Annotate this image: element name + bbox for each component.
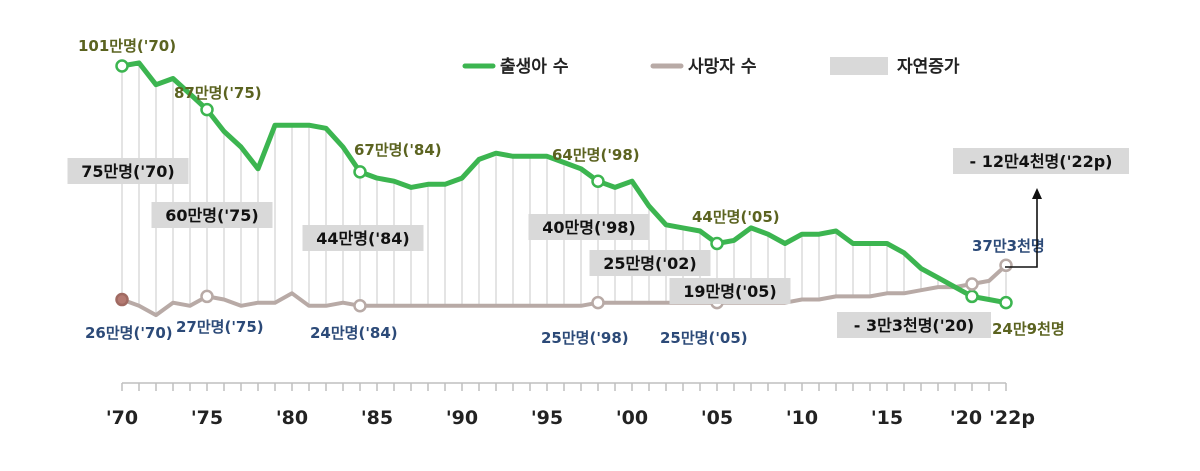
- x-axis: '70 '75 '80 '85 '90 '95 '00 '05 '10 '15 '20 '22p: [106, 382, 1035, 429]
- death-point: [999, 258, 1013, 273]
- x-tick-label: '90: [446, 407, 478, 429]
- death-point: [965, 277, 979, 291]
- x-tick-label: '00: [616, 407, 648, 429]
- birth-point: [353, 165, 367, 179]
- birth-point: [710, 236, 724, 251]
- natural-label-1984-box: [302, 225, 424, 251]
- x-tick-label: '80: [276, 407, 308, 429]
- death-line: [120, 263, 1008, 318]
- natural-label-2022: - 12만4천명('22p): [969, 152, 1112, 171]
- natural-label-2002-box: [589, 250, 711, 276]
- death-point: [353, 299, 367, 313]
- x-tick-label: '22p: [989, 407, 1035, 429]
- death-label-2022: 37만3천명: [972, 237, 1045, 255]
- x-tick-label: '20: [950, 407, 982, 429]
- death-point: [115, 292, 129, 307]
- legend-label-death: 사망자 수: [688, 57, 757, 77]
- birth-point: [965, 289, 979, 304]
- death-point: [591, 295, 605, 310]
- x-tick-label: '70: [106, 407, 138, 429]
- birth-point: [591, 174, 605, 188]
- birth-label-2005: 44만명('05): [692, 208, 780, 226]
- death-point: [200, 289, 214, 304]
- birth-point: [200, 102, 214, 117]
- natural-label-2005-box: [669, 278, 791, 304]
- death-label-2005: 25만명('05): [660, 329, 748, 347]
- birth-line: [119, 60, 1009, 306]
- natural-label-2020: - 3만3천명('20): [854, 316, 974, 335]
- birth-label-2022: 24만9천명: [992, 320, 1065, 338]
- birth-label-1998: 64만명('98): [552, 146, 640, 164]
- annotation-arrow-head: [1032, 188, 1042, 199]
- natural-label-1975: 60만명('75): [165, 206, 259, 225]
- birth-label-1975: 87만명('75): [174, 84, 262, 102]
- birth-label-1970: 101만명('70): [78, 37, 176, 55]
- death-label-1970: 26만명('70): [85, 324, 173, 342]
- natural-label-1998: 40만명('98): [542, 218, 636, 237]
- birth-point: [999, 295, 1013, 310]
- natural-label-1998-box: [528, 214, 650, 240]
- x-tick-label: '85: [361, 407, 393, 429]
- natural-label-2002: 25만명('02): [603, 254, 697, 273]
- birth-label-1984: 67만명('84): [354, 141, 442, 159]
- legend-label-birth: 출생아 수: [500, 57, 569, 77]
- natural-label-2022-box: [953, 148, 1129, 174]
- legend: 출생아 수 사망자 수 자연증가: [462, 57, 960, 77]
- natural-label-1975-box: [151, 202, 273, 228]
- natural-label-2020-box: [837, 312, 991, 338]
- x-tick-label: '15: [871, 407, 903, 429]
- x-tick-label: '95: [531, 407, 563, 429]
- annotation-labels: 101만명('70) 87만명('75) 67만명('84) 64만명('98) 44만…: [67, 37, 1129, 347]
- natural-label-1970: 75만명('70): [81, 162, 175, 181]
- legend-label-natural: 자연증가: [897, 57, 960, 77]
- x-tick-label: '75: [191, 407, 223, 429]
- death-label-1975: 27만명('75): [176, 318, 264, 336]
- death-label-1998: 25만명('98): [541, 329, 629, 347]
- legend-swatch-natural: [830, 57, 888, 75]
- natural-label-2005: 19만명('05): [683, 282, 777, 301]
- natural-label-1970-box: [67, 158, 189, 184]
- death-label-1984: 24만명('84): [310, 324, 398, 342]
- x-tick-label: '10: [786, 407, 818, 429]
- series-lines: [119, 60, 1009, 318]
- annotation-arrow-line: [1005, 197, 1038, 268]
- birth-point: [115, 59, 129, 73]
- x-tick-label: '05: [701, 407, 733, 429]
- natural-label-1984: 44만명('84): [316, 229, 410, 248]
